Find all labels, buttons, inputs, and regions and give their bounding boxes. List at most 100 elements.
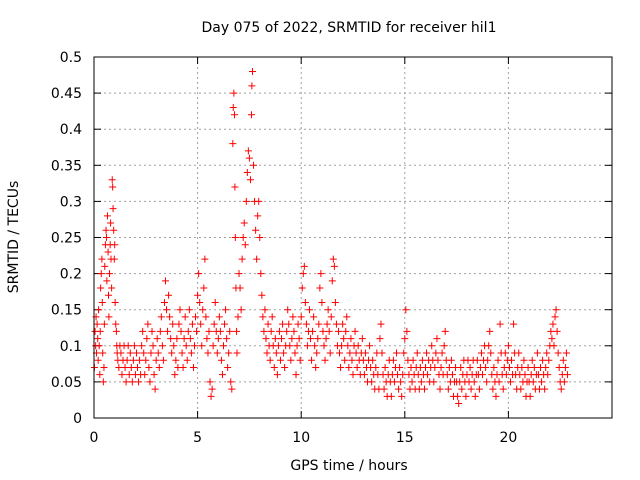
data-point bbox=[303, 342, 311, 350]
x-tick-label: 20 bbox=[499, 430, 517, 446]
data-point bbox=[284, 306, 292, 314]
data-point bbox=[291, 349, 299, 357]
y-tick-label: 0.3 bbox=[60, 194, 82, 210]
data-point bbox=[112, 320, 120, 328]
data-point bbox=[97, 284, 105, 292]
data-point bbox=[244, 147, 252, 155]
data-point bbox=[302, 320, 310, 328]
data-point bbox=[247, 111, 255, 119]
data-point bbox=[201, 255, 209, 263]
x-tick-label: 15 bbox=[396, 430, 414, 446]
data-point bbox=[543, 349, 551, 357]
data-point bbox=[473, 356, 481, 364]
data-point bbox=[530, 363, 538, 371]
data-point bbox=[441, 327, 449, 335]
data-point bbox=[366, 342, 374, 350]
data-point bbox=[445, 363, 453, 371]
data-point bbox=[226, 327, 234, 335]
data-point bbox=[526, 392, 534, 400]
data-point bbox=[171, 371, 179, 379]
data-point bbox=[482, 363, 490, 371]
data-point bbox=[377, 320, 385, 328]
data-point bbox=[253, 255, 261, 263]
data-point bbox=[330, 262, 338, 270]
data-point bbox=[222, 306, 230, 314]
data-point bbox=[319, 327, 327, 335]
data-point bbox=[283, 327, 291, 335]
y-tick-label: 0.05 bbox=[51, 375, 82, 391]
data-point bbox=[309, 327, 317, 335]
data-point bbox=[165, 291, 173, 299]
data-point bbox=[105, 313, 113, 321]
data-point bbox=[272, 349, 280, 357]
data-point bbox=[281, 363, 289, 371]
data-point bbox=[151, 385, 159, 393]
data-point bbox=[234, 313, 242, 321]
data-point bbox=[267, 327, 275, 335]
data-point bbox=[130, 342, 138, 350]
data-point bbox=[271, 335, 279, 343]
data-point bbox=[248, 82, 256, 90]
data-point bbox=[168, 349, 176, 357]
data-point bbox=[129, 356, 137, 364]
data-point bbox=[117, 349, 125, 357]
data-point bbox=[179, 363, 187, 371]
data-point bbox=[457, 363, 465, 371]
data-point bbox=[390, 378, 398, 386]
data-point bbox=[98, 298, 106, 306]
data-point bbox=[343, 313, 351, 321]
data-point bbox=[499, 385, 507, 393]
data-point bbox=[548, 335, 556, 343]
data-point bbox=[380, 385, 388, 393]
data-point bbox=[331, 298, 339, 306]
data-point bbox=[239, 234, 247, 241]
data-point bbox=[423, 349, 431, 357]
data-point bbox=[213, 349, 221, 357]
data-point bbox=[517, 385, 525, 393]
data-point bbox=[262, 335, 270, 343]
data-point bbox=[223, 335, 231, 343]
data-point bbox=[288, 335, 296, 343]
data-point bbox=[231, 183, 239, 191]
data-point bbox=[156, 327, 164, 335]
data-point bbox=[126, 349, 134, 357]
data-point bbox=[190, 342, 198, 350]
data-point bbox=[138, 342, 146, 350]
data-point bbox=[400, 349, 408, 357]
data-point bbox=[218, 371, 226, 379]
data-point bbox=[104, 248, 112, 256]
data-point bbox=[149, 342, 157, 350]
data-point bbox=[529, 378, 537, 386]
data-point bbox=[105, 291, 113, 299]
data-point bbox=[490, 363, 498, 371]
data-point bbox=[308, 356, 316, 364]
data-points bbox=[90, 67, 571, 408]
data-point bbox=[312, 363, 320, 371]
data-point bbox=[140, 349, 148, 357]
data-point bbox=[327, 313, 335, 321]
data-point bbox=[193, 327, 201, 335]
data-point bbox=[178, 349, 186, 357]
data-point bbox=[266, 356, 274, 364]
data-point bbox=[486, 327, 494, 335]
data-point bbox=[342, 327, 350, 335]
data-point bbox=[408, 378, 416, 386]
data-point bbox=[227, 378, 235, 386]
data-point bbox=[313, 349, 321, 357]
data-point bbox=[285, 320, 293, 328]
data-point bbox=[110, 226, 118, 234]
data-point bbox=[538, 378, 546, 386]
data-point bbox=[475, 385, 483, 393]
data-point bbox=[238, 255, 246, 263]
data-point bbox=[231, 234, 239, 241]
data-point bbox=[520, 356, 528, 364]
data-point bbox=[142, 356, 150, 364]
data-point bbox=[100, 363, 108, 371]
data-point bbox=[418, 356, 426, 364]
data-point bbox=[492, 392, 500, 400]
data-point bbox=[368, 378, 376, 386]
data-point bbox=[552, 306, 560, 314]
data-point bbox=[561, 363, 569, 371]
data-point bbox=[431, 363, 439, 371]
data-point bbox=[258, 291, 266, 299]
